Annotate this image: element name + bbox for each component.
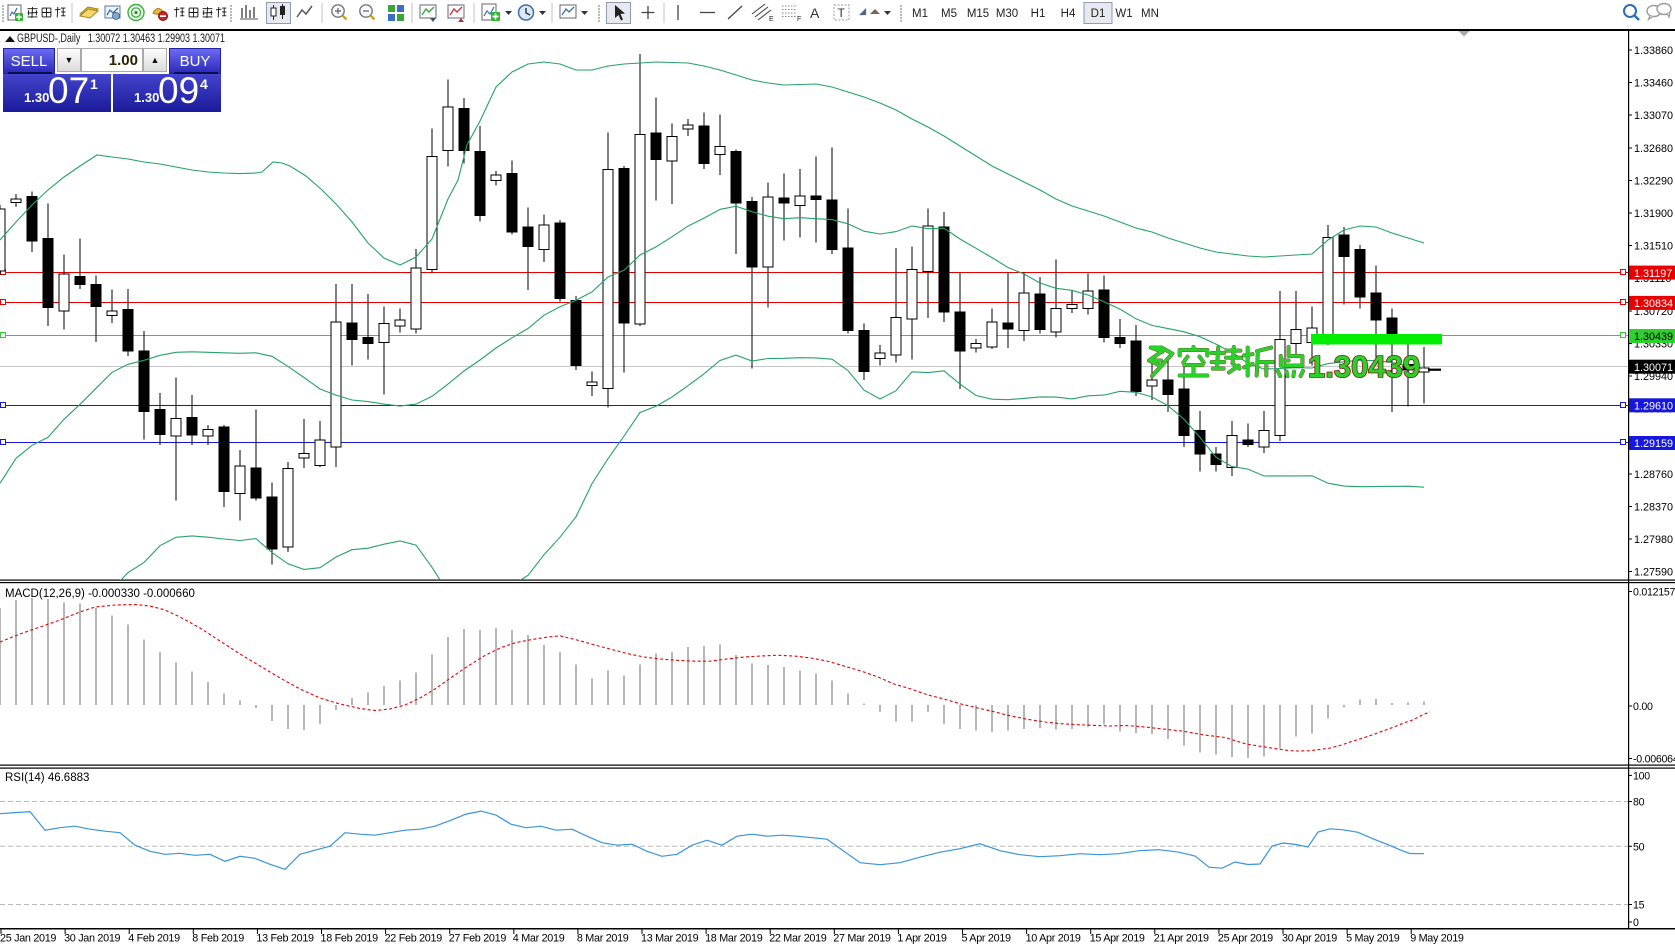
svg-text:0.012157: 0.012157 <box>1633 587 1675 599</box>
svg-text:M1: M1 <box>912 8 928 20</box>
svg-text:0.00: 0.00 <box>1633 701 1653 713</box>
svg-text:18 Mar 2019: 18 Mar 2019 <box>705 933 763 945</box>
svg-text:27 Feb 2019: 27 Feb 2019 <box>449 933 507 945</box>
svg-text:30 Jan 2019: 30 Jan 2019 <box>64 933 120 945</box>
svg-text:50: 50 <box>1633 841 1645 853</box>
svg-text:15 Apr 2019: 15 Apr 2019 <box>1090 933 1145 945</box>
svg-text:4 Feb 2019: 4 Feb 2019 <box>128 933 180 945</box>
svg-text:10 Apr 2019: 10 Apr 2019 <box>1026 933 1081 945</box>
svg-text:1.31900: 1.31900 <box>1634 208 1673 220</box>
svg-text:-0.006064: -0.006064 <box>1633 754 1675 766</box>
svg-text:1.33860: 1.33860 <box>1634 45 1673 57</box>
svg-text:5 Apr 2019: 5 Apr 2019 <box>962 933 1012 945</box>
svg-text:H1: H1 <box>1031 8 1046 20</box>
svg-text:W1: W1 <box>1115 8 1132 20</box>
svg-text:T: T <box>838 6 846 20</box>
svg-text:25 Jan 2019: 25 Jan 2019 <box>0 933 56 945</box>
svg-text:1.27590: 1.27590 <box>1634 567 1673 579</box>
svg-text:F: F <box>797 16 801 23</box>
svg-text:1.30071: 1.30071 <box>1634 362 1673 374</box>
svg-text:1.30439: 1.30439 <box>1308 349 1420 384</box>
svg-text:RSI(14) 46.6883: RSI(14) 46.6883 <box>5 772 89 784</box>
svg-text:5 May 2019: 5 May 2019 <box>1346 933 1400 945</box>
svg-text:MN: MN <box>1141 8 1159 20</box>
svg-text:MACD(12,26,9) -0.000330 -0.000: MACD(12,26,9) -0.000330 -0.000660 <box>5 588 195 600</box>
svg-text:30 Apr 2019: 30 Apr 2019 <box>1282 933 1337 945</box>
svg-text:27 Mar 2019: 27 Mar 2019 <box>833 933 891 945</box>
svg-text:1.31197: 1.31197 <box>1634 268 1672 280</box>
svg-text:1.29159: 1.29159 <box>1634 438 1673 450</box>
svg-text:H4: H4 <box>1061 8 1076 20</box>
svg-text:1.30439: 1.30439 <box>1634 331 1673 343</box>
svg-text:80: 80 <box>1633 797 1645 809</box>
svg-text:M30: M30 <box>996 8 1018 20</box>
svg-text:100: 100 <box>1633 770 1650 782</box>
svg-text:8 Mar 2019: 8 Mar 2019 <box>577 933 629 945</box>
svg-text:1.29610: 1.29610 <box>1634 401 1673 413</box>
svg-text:1.28760: 1.28760 <box>1634 469 1673 481</box>
svg-text:1.33460: 1.33460 <box>1634 78 1673 90</box>
svg-text:1 Apr 2019: 1 Apr 2019 <box>897 933 947 945</box>
svg-text:21 Apr 2019: 21 Apr 2019 <box>1154 933 1209 945</box>
svg-text:M15: M15 <box>967 8 989 20</box>
svg-text:0: 0 <box>1633 917 1639 929</box>
svg-text:1.32680: 1.32680 <box>1634 143 1673 155</box>
svg-text:9 May 2019: 9 May 2019 <box>1410 933 1464 945</box>
svg-text:D1: D1 <box>1091 8 1106 20</box>
svg-text:15: 15 <box>1633 900 1645 912</box>
svg-text:8 Feb 2019: 8 Feb 2019 <box>192 933 244 945</box>
svg-text:22 Feb 2019: 22 Feb 2019 <box>385 933 443 945</box>
svg-text:1.27980: 1.27980 <box>1634 534 1673 546</box>
svg-text:13 Mar 2019: 13 Mar 2019 <box>641 933 699 945</box>
svg-text:22 Mar 2019: 22 Mar 2019 <box>769 933 827 945</box>
svg-text:1.29940: 1.29940 <box>1634 371 1673 383</box>
svg-text:18 Feb 2019: 18 Feb 2019 <box>321 933 379 945</box>
svg-text:E: E <box>769 16 774 23</box>
svg-text:25 Apr 2019: 25 Apr 2019 <box>1218 933 1273 945</box>
svg-text:1.32290: 1.32290 <box>1634 175 1673 187</box>
svg-text:M5: M5 <box>941 8 957 20</box>
svg-text:1.31510: 1.31510 <box>1634 241 1673 253</box>
svg-text:1.30834: 1.30834 <box>1634 298 1673 310</box>
svg-text:4 Mar 2019: 4 Mar 2019 <box>513 933 565 945</box>
svg-text:1.28370: 1.28370 <box>1634 501 1673 513</box>
svg-text:1.33070: 1.33070 <box>1634 110 1673 122</box>
svg-text:13 Feb 2019: 13 Feb 2019 <box>256 933 314 945</box>
svg-text:A: A <box>810 5 820 21</box>
